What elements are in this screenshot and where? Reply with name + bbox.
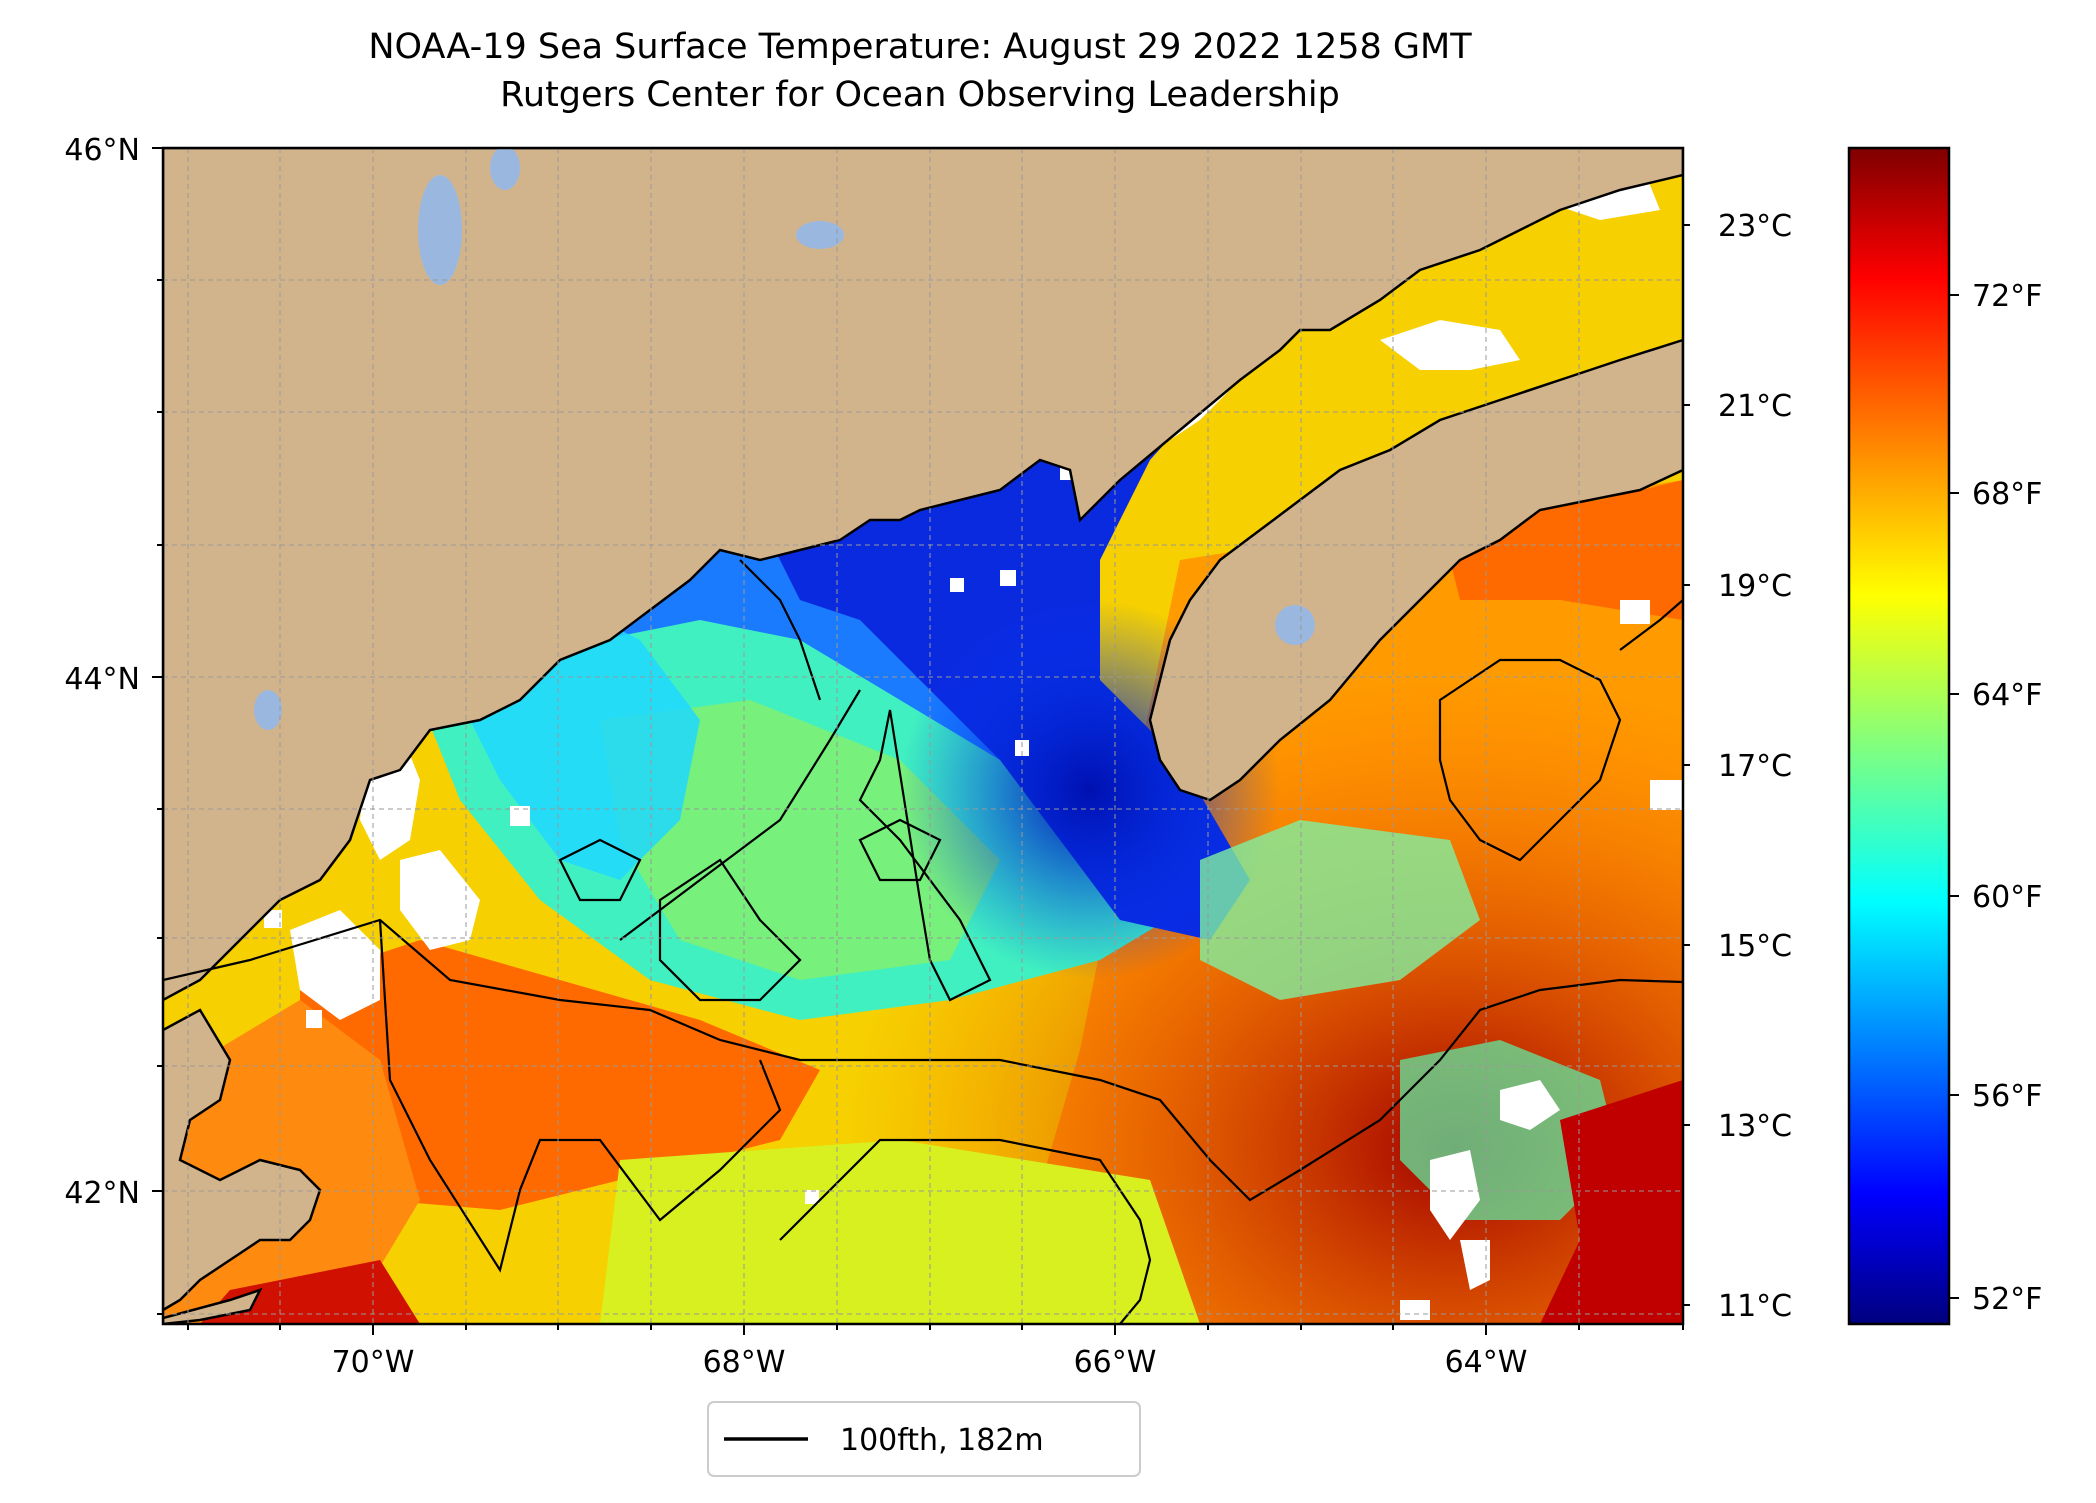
land-new-england xyxy=(163,148,1683,1002)
legend-box xyxy=(707,1401,1141,1477)
land-nova-scotia xyxy=(1148,338,1683,802)
fahrenheit-label-68: 68°F xyxy=(1972,477,2042,512)
map-title: NOAA-19 Sea Surface Temperature: August … xyxy=(368,27,1472,67)
land xyxy=(163,148,1683,1324)
axis-ticks xyxy=(152,147,1690,1335)
celsius-label-15: 15°C xyxy=(1718,929,1792,964)
celsius-label-17: 17°C xyxy=(1718,749,1792,784)
colorbar-ticks xyxy=(1949,294,1959,1299)
legend-label: 100fth, 182m xyxy=(840,1423,1044,1458)
celsius-label-13: 13°C xyxy=(1718,1109,1792,1144)
colorbar xyxy=(1847,146,1951,1326)
bathymetry-contours xyxy=(163,559,1683,1324)
fahrenheit-label-52: 52°F xyxy=(1972,1282,2042,1317)
map-area xyxy=(163,148,1683,1324)
lon-label-70w: 70°W xyxy=(332,1345,415,1380)
lakes xyxy=(254,148,1315,730)
map-frame xyxy=(161,146,1685,1326)
lat-label-42n: 42°N xyxy=(64,1176,140,1211)
celsius-label-19: 19°C xyxy=(1718,569,1792,604)
sst-warm-southwest xyxy=(300,940,820,1210)
celsius-label-21: 21°C xyxy=(1718,389,1792,424)
sst-hot-southeast xyxy=(1540,1080,1683,1324)
lon-label-66w: 66°W xyxy=(1074,1345,1157,1380)
sst-shelf-south xyxy=(600,1140,1200,1324)
land-long-island xyxy=(163,1287,263,1324)
lon-label-64w: 64°W xyxy=(1445,1345,1528,1380)
sst-hot-south-nj xyxy=(200,1260,420,1324)
gridlines xyxy=(163,148,1683,1324)
map-subtitle: Rutgers Center for Ocean Observing Leade… xyxy=(500,75,1340,115)
fahrenheit-label-56: 56°F xyxy=(1972,1079,2042,1114)
lat-label-44n: 44°N xyxy=(64,662,140,697)
land-massachusetts xyxy=(163,1008,322,1312)
fahrenheit-label-64: 64°F xyxy=(1972,678,2042,713)
sst-cyan-shelf-east xyxy=(1200,820,1480,1000)
lon-label-68w: 68°W xyxy=(703,1345,786,1380)
fahrenheit-label-60: 60°F xyxy=(1972,880,2042,915)
fahrenheit-label-72: 72°F xyxy=(1972,279,2042,314)
celsius-label-23: 23°C xyxy=(1718,209,1792,244)
celsius-label-11: 11°C xyxy=(1718,1289,1792,1324)
lat-label-46n: 46°N xyxy=(64,133,140,168)
legend: 100fth, 182m xyxy=(707,1401,1141,1477)
